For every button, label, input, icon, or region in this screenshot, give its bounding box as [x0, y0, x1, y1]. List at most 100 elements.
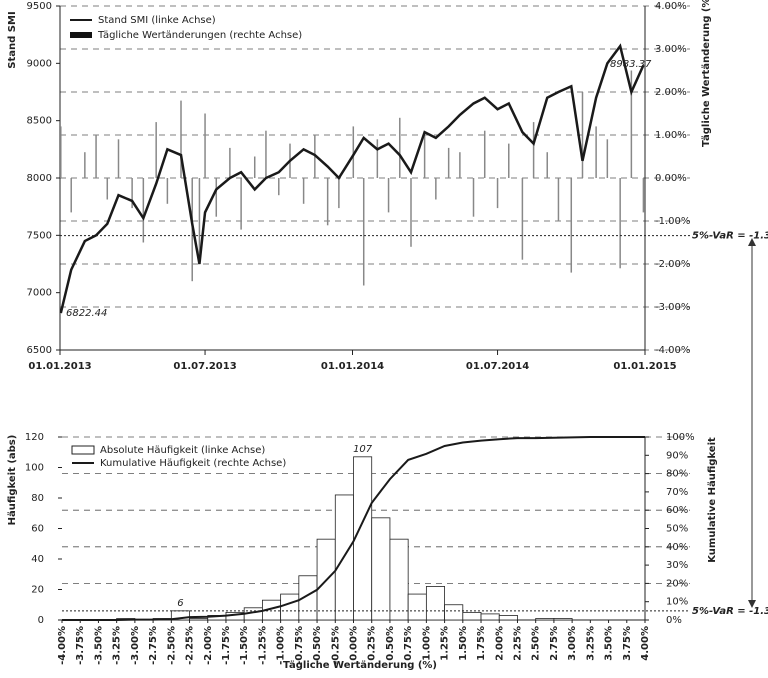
histogram-bar — [498, 615, 518, 621]
y2-axis-title: Tägliche Wertänderung (%) — [701, 0, 712, 147]
x-tick-label: 01.01.2015 — [613, 361, 676, 372]
x-tick-label: -3.75% — [75, 626, 86, 665]
legend-label: Tägliche Wertänderungen (rechte Achse) — [97, 30, 302, 41]
x-tick-label: 1.50% — [458, 626, 469, 661]
x-tick-label: -0.50% — [312, 626, 323, 665]
y2-tick-label: 40% — [666, 542, 688, 553]
x-tick-label: -3.00% — [130, 626, 141, 665]
x-tick-label: -2.25% — [185, 626, 196, 665]
y-tick-label: 40 — [31, 554, 44, 565]
value-label: 6 — [177, 598, 183, 609]
histogram-bar — [371, 517, 391, 621]
smi-line — [59, 43, 645, 314]
x-tick-label: 0.00% — [349, 626, 360, 661]
histogram-bar — [389, 538, 409, 621]
x-tick-label: -3.25% — [112, 626, 123, 665]
histogram-bar — [480, 613, 500, 621]
y-tick-label: 9000 — [27, 58, 52, 69]
y2-tick-label: -3.00% — [655, 302, 690, 313]
legend-label: Absolute Häufigkeit (linke Achse) — [100, 445, 265, 456]
y-tick-label: 6500 — [27, 345, 52, 356]
x-tick-label: 2.50% — [531, 626, 542, 661]
x-tick-label: 01.07.2013 — [173, 361, 236, 372]
x-tick-label: 01.07.2014 — [466, 361, 529, 372]
histogram-bar — [535, 618, 555, 621]
histogram-bar — [353, 456, 373, 621]
var-label: 5%-VaR = -1.34% — [692, 231, 768, 242]
x-tick-label: 01.01.2013 — [28, 361, 91, 372]
cumulative-line — [62, 436, 645, 621]
legend-swatch — [70, 32, 92, 38]
y-tick-label: 120 — [25, 432, 44, 443]
y2-axis-title: Kumulative Häufigkeit — [707, 437, 718, 563]
x-tick-label: 1.25% — [440, 626, 451, 661]
y2-tick-label: 70% — [666, 487, 688, 498]
y2-tick-label: -4.00% — [655, 345, 690, 356]
x-tick-label: -2.00% — [203, 626, 214, 665]
y2-tick-label: 3.00% — [655, 44, 687, 55]
y2-tick-label: 90% — [666, 450, 688, 461]
histogram-bar — [425, 586, 445, 621]
y2-tick-label: 0% — [666, 615, 682, 626]
y2-tick-label: 0.00% — [655, 173, 687, 184]
y-tick-label: 8500 — [27, 116, 52, 127]
y2-tick-label: -2.00% — [655, 259, 690, 270]
x-tick-label: 3.75% — [622, 626, 633, 661]
histogram-bar — [553, 618, 573, 621]
x-tick-label: -0.75% — [294, 626, 305, 665]
x-tick-label: 3.00% — [567, 626, 578, 661]
x-tick-label: 2.25% — [512, 626, 523, 661]
histogram-bar — [280, 593, 300, 621]
y2-tick-label: 20% — [666, 578, 688, 589]
x-tick-label: -1.00% — [276, 626, 287, 665]
annotation: 8983.37 — [610, 59, 652, 70]
value-label: 107 — [353, 444, 373, 455]
x-tick-label: -1.50% — [239, 626, 250, 665]
x-tick-label: -4.00% — [57, 626, 68, 665]
var-label: 5%-VaR = -1.34% — [692, 606, 768, 617]
y2-tick-label: -1.00% — [655, 216, 690, 227]
y2-tick-label: 60% — [666, 505, 688, 516]
y-tick-label: 20 — [31, 585, 44, 596]
y-tick-label: 8000 — [27, 173, 52, 184]
x-tick-label: 1.75% — [476, 626, 487, 661]
y2-tick-label: 1.00% — [655, 130, 687, 141]
x-tick-label: -0.25% — [330, 626, 341, 665]
x-tick-label: -2.50% — [166, 626, 177, 665]
x-tick-label: 3.50% — [604, 626, 615, 661]
y-tick-label: 100 — [25, 463, 44, 474]
x-tick-label: -3.50% — [93, 626, 104, 665]
x-tick-label: 0.75% — [403, 626, 414, 661]
y-tick-label: 0 — [38, 615, 44, 626]
annotation: 6822.44 — [66, 308, 107, 319]
y-tick-label: 60 — [31, 524, 44, 535]
x-tick-label: -1.75% — [221, 626, 232, 665]
x-tick-label: 01.01.2014 — [321, 361, 384, 372]
x-tick-label: 2.75% — [549, 626, 560, 661]
y2-tick-label: 80% — [666, 469, 688, 480]
x-tick-label: 1.00% — [421, 626, 432, 661]
x-tick-label: -1.25% — [257, 626, 268, 665]
y-tick-label: 9500 — [27, 1, 52, 12]
x-tick-label: 0.50% — [385, 626, 396, 661]
histogram-bar — [444, 604, 464, 621]
legend-label: Kumulative Häufigkeit (rechte Achse) — [100, 458, 286, 469]
x-tick-label: -2.75% — [148, 626, 159, 665]
x-tick-label: 0.25% — [367, 626, 378, 661]
y2-tick-label: 30% — [666, 560, 688, 571]
histogram-bar — [189, 618, 209, 621]
y-axis-title: Stand SMI — [7, 11, 18, 68]
y2-tick-label: 100% — [666, 432, 695, 443]
y-tick-label: 7000 — [27, 288, 52, 299]
histogram-bar — [407, 593, 427, 621]
y2-tick-label: 2.00% — [655, 87, 687, 98]
legend-label: Stand SMI (linke Achse) — [98, 15, 216, 26]
x-tick-label: 3.25% — [585, 626, 596, 661]
y2-tick-label: 10% — [666, 597, 688, 608]
y-tick-label: 80 — [31, 493, 44, 504]
x-tick-label: 2.00% — [494, 626, 505, 661]
y-axis-title: Häufigkeit (abs) — [7, 435, 18, 526]
x-tick-label: 4.00% — [640, 626, 651, 661]
x-axis-title: Tägliche Wertänderung (%) — [283, 660, 437, 671]
